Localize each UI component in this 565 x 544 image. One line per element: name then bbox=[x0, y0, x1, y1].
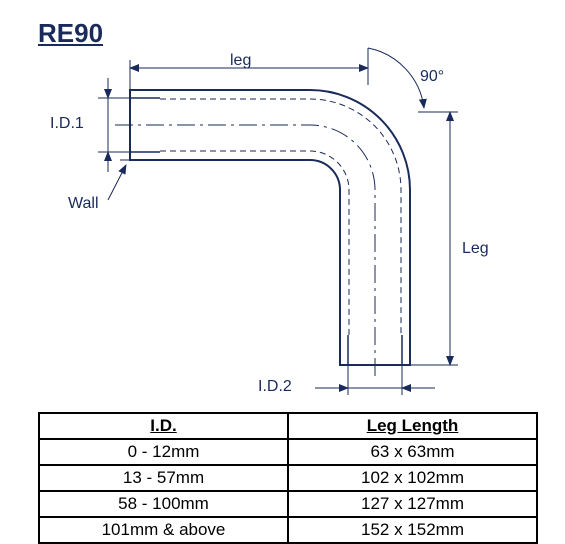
label-leg-right: Leg bbox=[462, 240, 489, 258]
label-id1: I.D.1 bbox=[50, 115, 84, 133]
centerline bbox=[115, 125, 375, 380]
angle-arc bbox=[368, 48, 424, 108]
table-header-row: I.D. Leg Length bbox=[39, 413, 537, 439]
label-wall: Wall bbox=[68, 195, 99, 213]
elbow-outer bbox=[130, 90, 410, 365]
table-row: 58 - 100mm127 x 127mm bbox=[39, 491, 537, 517]
table-row: 101mm & above152 x 152mm bbox=[39, 517, 537, 543]
label-id2: I.D.2 bbox=[258, 378, 292, 396]
spec-table: I.D. Leg Length 0 - 12mm63 x 63mm 13 - 5… bbox=[38, 412, 538, 544]
col-id: I.D. bbox=[39, 413, 288, 439]
table-row: 13 - 57mm102 x 102mm bbox=[39, 465, 537, 491]
col-leg: Leg Length bbox=[288, 413, 537, 439]
table-row: 0 - 12mm63 x 63mm bbox=[39, 439, 537, 465]
label-angle: 90° bbox=[420, 68, 444, 86]
dim-wall bbox=[108, 165, 126, 200]
label-leg-top: leg bbox=[230, 52, 251, 70]
